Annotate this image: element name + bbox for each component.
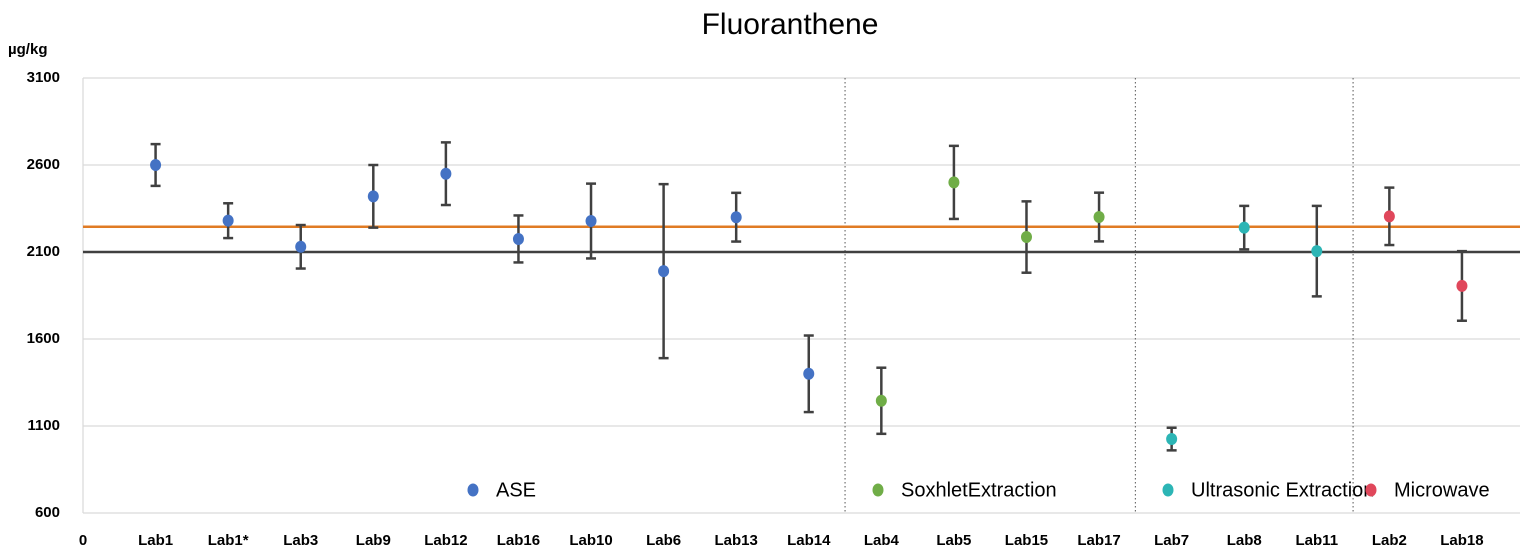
data-point <box>875 394 887 407</box>
x-tick-label: Lab14 <box>787 532 831 549</box>
x-tick-label: Lab4 <box>864 532 900 549</box>
data-point <box>367 190 379 203</box>
data-point <box>803 367 815 380</box>
legend-label: Ultrasonic Extraction <box>1191 479 1374 501</box>
y-tick-label: 600 <box>35 504 60 521</box>
legend-marker <box>1365 483 1377 497</box>
legend-label: SoxhletExtraction <box>901 479 1057 501</box>
x-tick-label: Lab8 <box>1227 532 1262 549</box>
x-tick-label: Lab16 <box>497 532 540 549</box>
x-tick-label: Lab3 <box>283 532 318 549</box>
data-point <box>512 232 524 245</box>
x-tick-label: Lab6 <box>646 532 681 549</box>
data-point <box>948 176 960 189</box>
data-point <box>440 167 452 180</box>
data-point <box>730 211 742 224</box>
legend-marker <box>872 483 884 497</box>
data-point <box>1383 210 1395 223</box>
x-tick-label: Lab10 <box>569 532 612 549</box>
y-tick-label: 3100 <box>27 69 60 86</box>
data-point <box>222 214 234 227</box>
y-tick-label: 1600 <box>27 330 60 347</box>
y-unit: µg/kg <box>8 41 47 58</box>
x-tick-label: Lab13 <box>715 532 758 549</box>
data-point <box>1166 433 1178 446</box>
x-tick-label: Lab15 <box>1005 532 1048 549</box>
legend-marker <box>467 483 479 497</box>
x-tick-label: Lab11 <box>1296 532 1339 549</box>
data-point <box>1020 231 1032 244</box>
data-point <box>1311 245 1323 258</box>
x-tick-label: 0 <box>79 532 87 549</box>
data-point <box>150 159 162 171</box>
chart-title: Fluoranthene <box>702 8 879 41</box>
data-point <box>1093 211 1105 224</box>
x-tick-label: Lab7 <box>1154 532 1189 549</box>
y-tick-label: 1100 <box>27 417 60 434</box>
y-tick-label: 2600 <box>27 156 60 173</box>
x-tick-label: Lab5 <box>936 532 971 549</box>
data-point <box>1456 279 1468 292</box>
data-point <box>585 215 597 228</box>
legend-label: Microwave <box>1394 479 1490 501</box>
x-tick-label: Lab1* <box>208 532 249 549</box>
x-tick-label: Lab18 <box>1440 532 1483 549</box>
legend-label: ASE <box>496 479 536 501</box>
data-point <box>1238 221 1250 234</box>
y-tick-label: 2100 <box>27 243 60 260</box>
x-tick-label: Lab9 <box>356 532 391 549</box>
data-point <box>295 240 307 253</box>
x-tick-label: Lab17 <box>1077 532 1120 549</box>
x-tick-label: Lab1 <box>138 532 173 549</box>
x-tick-label: Lab12 <box>424 532 467 549</box>
data-point <box>658 265 670 278</box>
x-tick-label: Lab2 <box>1372 532 1407 549</box>
legend-marker <box>1162 483 1174 497</box>
